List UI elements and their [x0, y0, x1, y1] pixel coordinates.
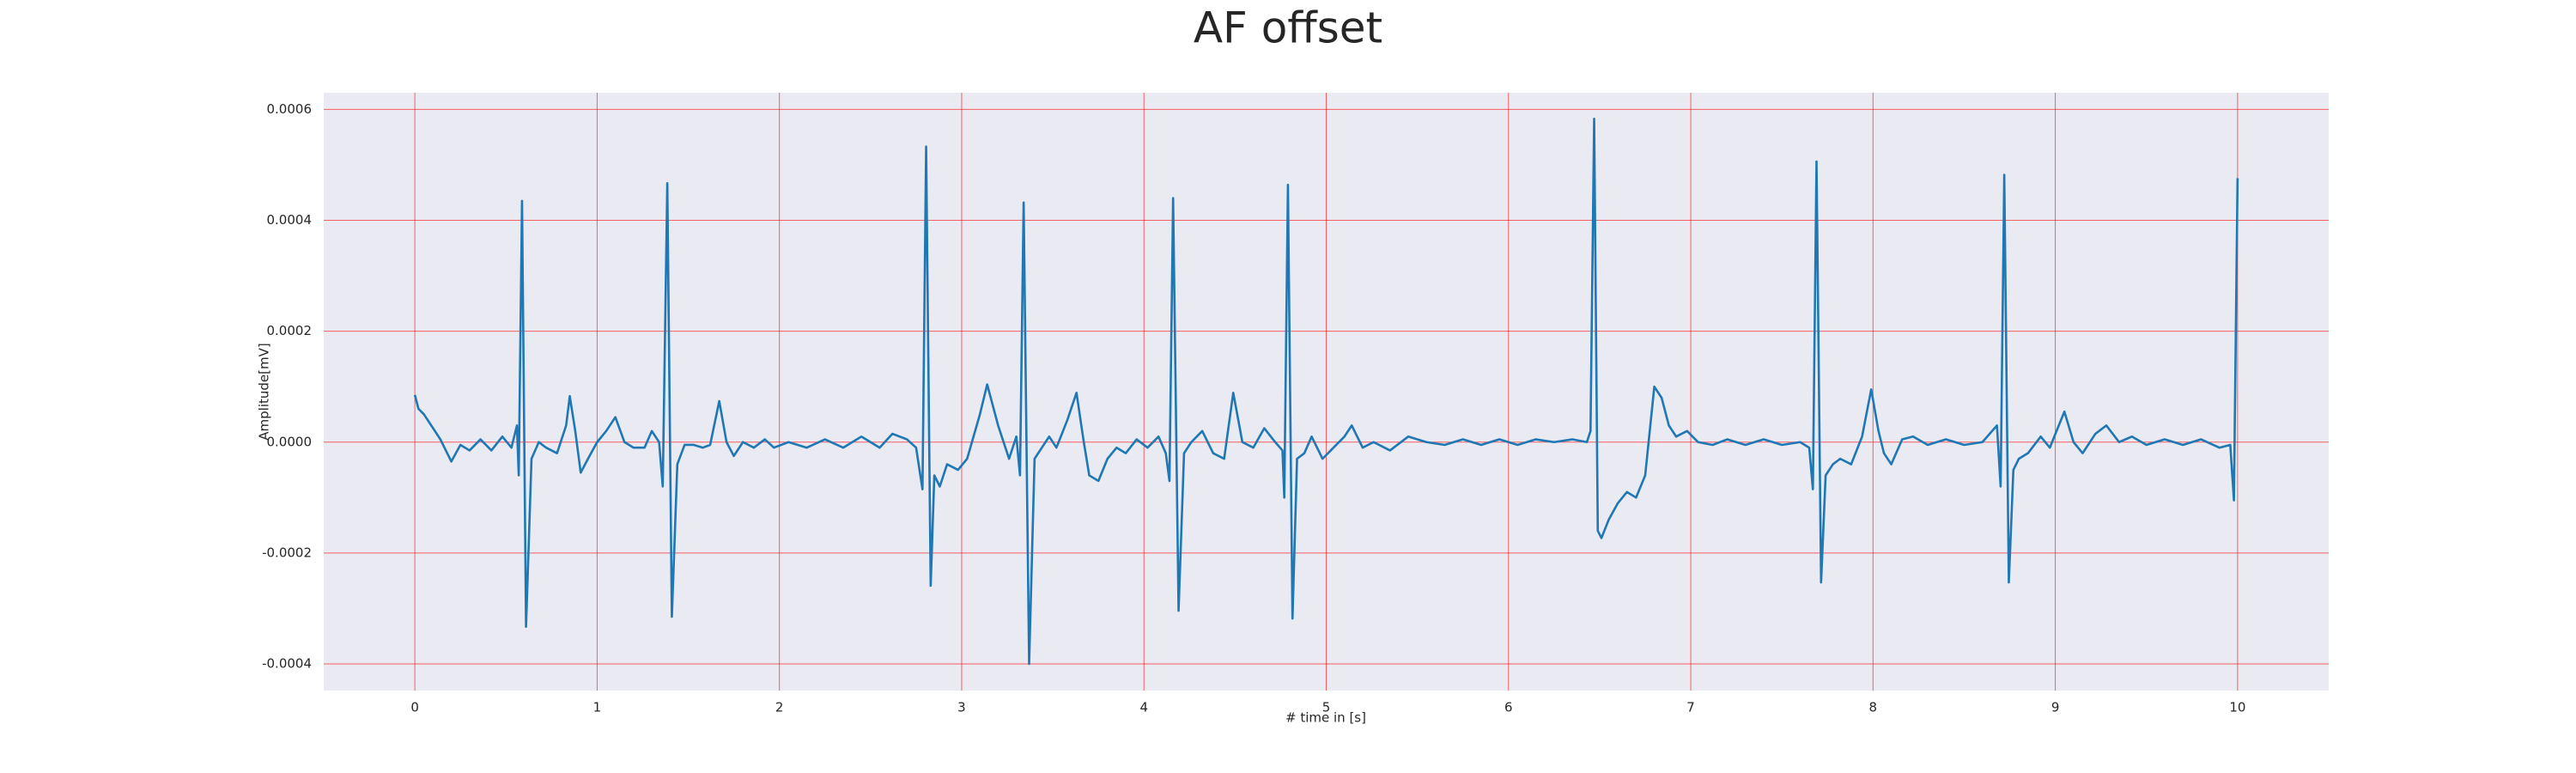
x-tick-label: 8	[1869, 700, 1878, 715]
y-tick-label: 0.0006	[267, 101, 313, 117]
x-tick-label: 4	[1139, 700, 1148, 715]
y-tick-label: 0.0000	[267, 434, 313, 449]
y-tick-label: 0.0004	[267, 212, 313, 228]
x-tick-label: 7	[1686, 700, 1695, 715]
y-axis-label: Amplitude[mV]	[257, 343, 272, 440]
x-tick-label: 5	[1322, 700, 1331, 715]
x-tick-label: 6	[1504, 700, 1513, 715]
y-tick-label: -0.0004	[262, 656, 312, 672]
data-line	[413, 118, 2239, 666]
chart-title: AF offset	[1194, 3, 1382, 53]
x-tick-label: 3	[957, 700, 966, 715]
x-tick-label: 9	[2051, 700, 2060, 715]
x-tick-label: 2	[775, 700, 784, 715]
x-axis-label: # time in [s]	[1285, 710, 1366, 726]
x-tick-label: 10	[2229, 700, 2245, 715]
x-tick-label: 1	[593, 700, 602, 715]
x-tick-label: 0	[410, 700, 419, 715]
y-tick-label: -0.0002	[262, 545, 312, 560]
y-tick-label: 0.0002	[267, 323, 313, 338]
